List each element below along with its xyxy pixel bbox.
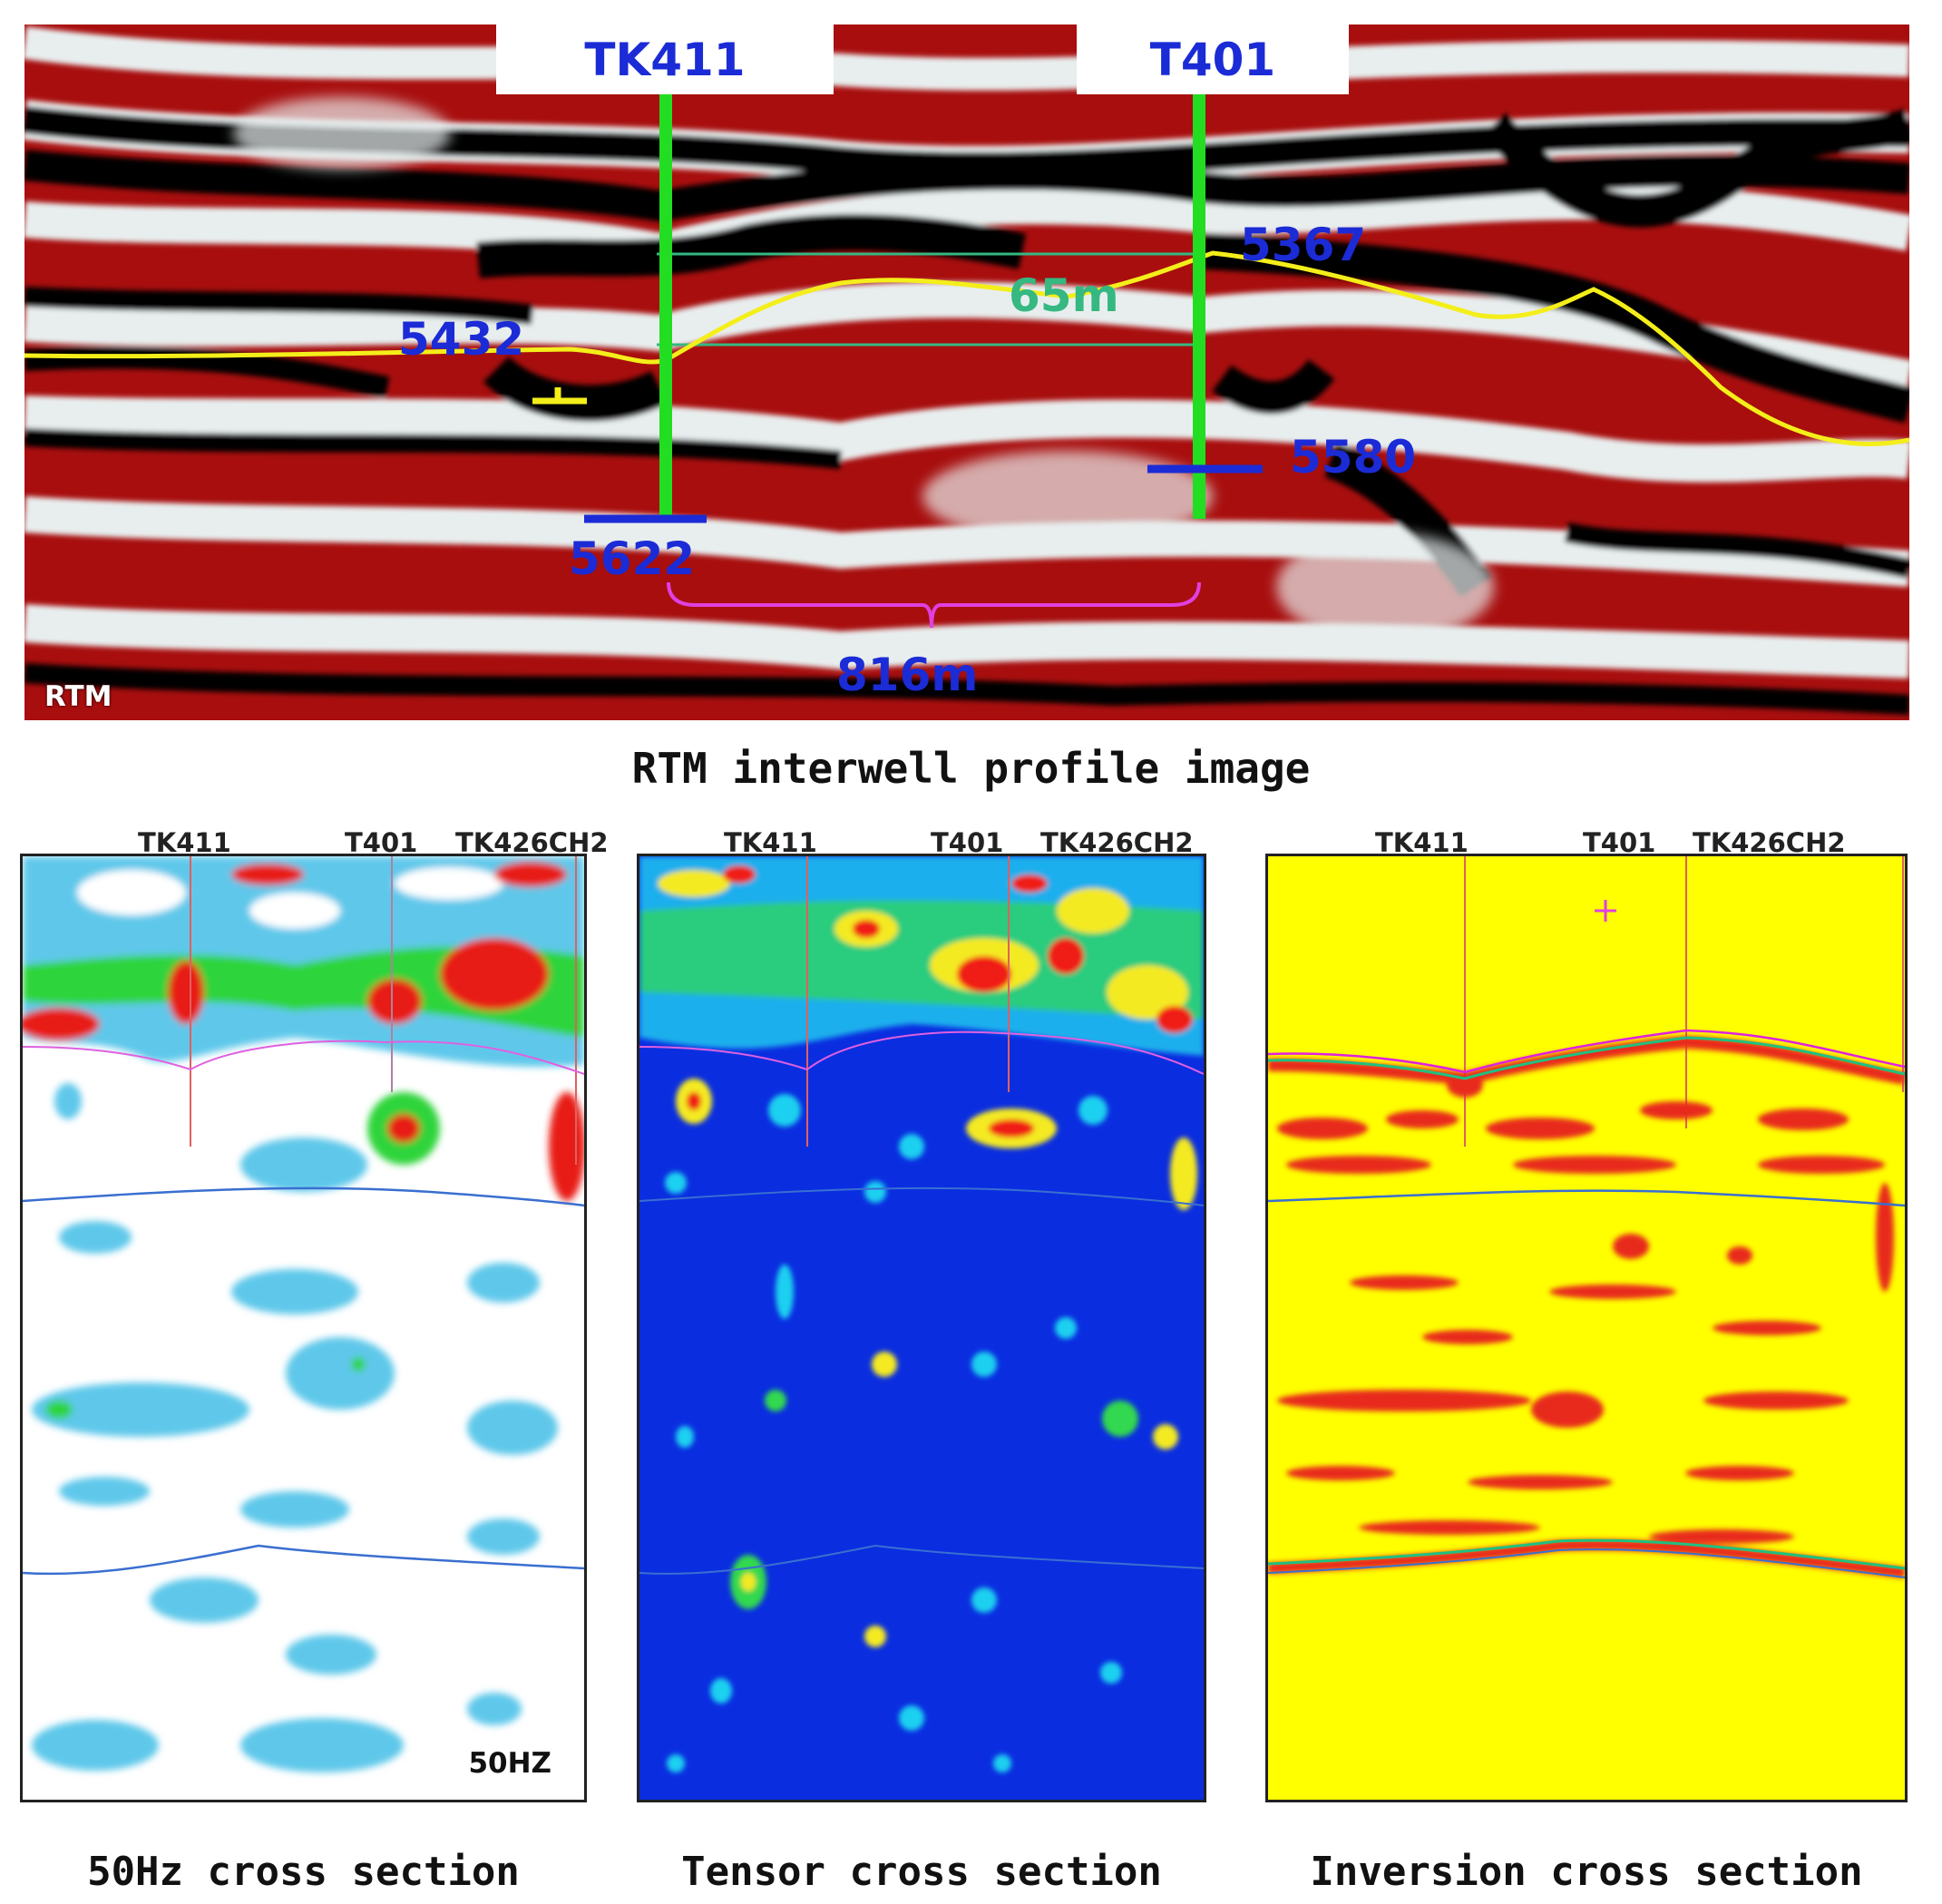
depth-label-5580: 5580 [1290,431,1417,483]
tensor-well-t401: T401 [931,827,1004,858]
50hz-well-t401: T401 [345,827,418,858]
tensor-section-panel [637,854,1206,1802]
tensor-caption: Tensor cross section [681,1849,1162,1895]
depth-label-5432: 5432 [398,313,525,366]
depth-label-5367: 5367 [1240,219,1367,271]
rtm-profile-panel: TK411 T401 5432 5367 5580 5622 65m 816m … [24,24,1909,720]
inversion-section-panel [1265,854,1908,1802]
rtm-caption: RTM interwell profile image [631,744,1311,793]
50hz-well-tk426ch2: TK426CH2 [455,827,609,858]
tensor-section-image [639,856,1204,1800]
tensor-well-tk411: TK411 [724,827,817,858]
well-label-tk411: TK411 [496,24,834,94]
tensor-well-tk426ch2: TK426CH2 [1040,827,1194,858]
50hz-caption: 50Hz cross section [87,1849,520,1895]
well-label-t401-text: T401 [1149,33,1276,86]
thickness-label: 65m [1009,269,1119,322]
yellow-horizon-line [24,250,1909,446]
inversion-caption: Inversion cross section [1310,1849,1863,1895]
rtm-seismic-image [24,24,1909,720]
50hz-corner-label: 50HZ [468,1747,551,1780]
50hz-section-panel: 50HZ [20,854,587,1802]
rtm-corner-label: RTM [44,680,112,713]
depth-label-5622: 5622 [569,532,696,585]
50hz-well-tk411: TK411 [138,827,231,858]
inversion-well-tk411: TK411 [1375,827,1469,858]
distance-bracket [667,581,1201,629]
well-label-t401: T401 [1077,24,1349,94]
50hz-section-image [23,856,584,1772]
inversion-well-tk426ch2: TK426CH2 [1693,827,1846,858]
distance-label: 816m [836,649,979,701]
well-label-tk411-text: TK411 [584,33,746,86]
inversion-well-t401: T401 [1583,827,1656,858]
inversion-section-image [1268,856,1905,1800]
